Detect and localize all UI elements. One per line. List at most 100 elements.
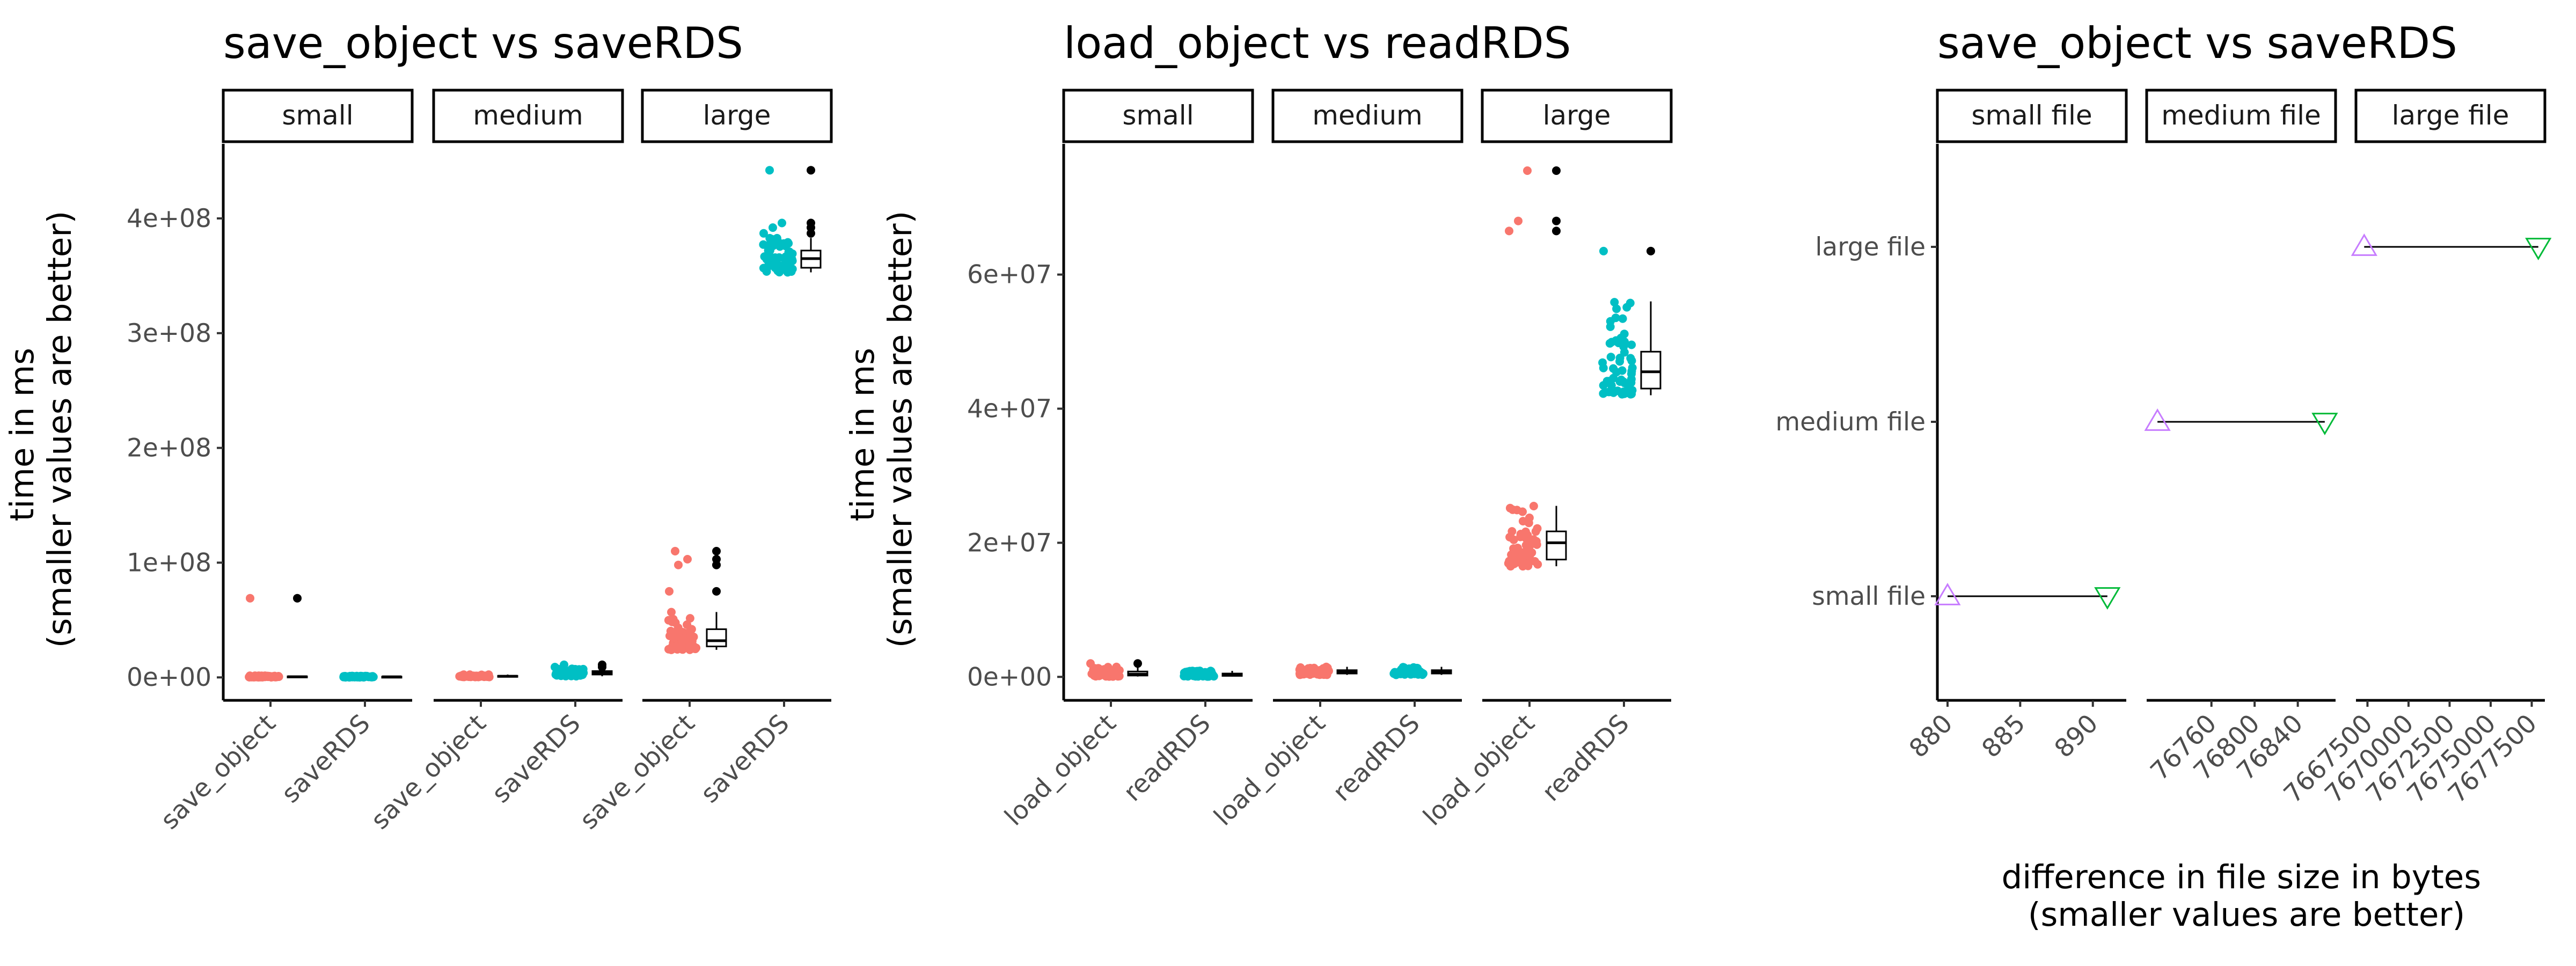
x-axis-title-line: (smaller values are better) xyxy=(2028,896,2465,934)
boxplot-outlier xyxy=(807,166,815,175)
data-point xyxy=(1529,502,1538,510)
data-point xyxy=(1533,524,1542,533)
panel-save-time: save_object vs saveRDS time in ms (small… xyxy=(3,18,833,836)
data-point xyxy=(678,636,687,645)
y-axis-title-line: time in ms xyxy=(844,348,882,521)
data-point xyxy=(1620,378,1629,387)
y-axis-title-line: (smaller values are better) xyxy=(881,211,919,648)
data-point xyxy=(1609,386,1618,395)
x-tick-label: save_object xyxy=(365,709,492,836)
panel-file-size: save_object vs saveRDS difference in fil… xyxy=(1775,18,2552,934)
data-point xyxy=(1623,388,1633,397)
boxplot-outlier xyxy=(293,594,302,603)
panel-load-time: load_object vs readRDS time in ms (small… xyxy=(844,18,1673,832)
data-point xyxy=(668,617,677,626)
data-point xyxy=(1509,544,1518,553)
data-point xyxy=(773,237,782,246)
data-point-outlier xyxy=(665,587,674,596)
data-point-outlier xyxy=(769,223,777,232)
data-point xyxy=(1612,304,1621,313)
boxplot-outlier xyxy=(1552,226,1561,236)
data-point xyxy=(1516,530,1525,539)
data-point-outlier xyxy=(683,555,692,564)
data-point xyxy=(766,238,775,247)
facet-strip-label: small file xyxy=(1971,100,2092,131)
panel-grid: 0e+00 1e+08 2e+08 3e+08 4e+08 small save_objec… xyxy=(127,89,833,836)
data-point xyxy=(771,253,780,262)
data-point xyxy=(466,672,475,681)
data-point xyxy=(667,608,676,617)
data-point xyxy=(1599,389,1608,398)
data-point xyxy=(787,267,796,276)
data-point xyxy=(768,260,777,269)
boxplot-box xyxy=(1546,530,1567,561)
boxplot-outlier xyxy=(807,218,815,228)
facet-strip xyxy=(641,89,833,143)
y-tick-label: 4e+07 xyxy=(967,394,1052,424)
chart-title: save_object vs saveRDS xyxy=(223,18,743,68)
facet-strip xyxy=(432,89,624,143)
boxplot-outlier xyxy=(712,547,721,555)
data-point xyxy=(1598,358,1607,367)
data-point xyxy=(1181,671,1190,680)
data-point xyxy=(1618,366,1627,375)
up-triangle-marker xyxy=(2351,233,2377,256)
chart-title: load_object vs readRDS xyxy=(1064,18,1571,68)
x-tick-label: save_object xyxy=(574,709,701,836)
boxplot-box xyxy=(1640,350,1662,390)
boxplot-outlier xyxy=(1646,246,1655,255)
facet-strip xyxy=(222,89,414,143)
data-point-outlier xyxy=(759,229,768,238)
y-tick-label: large file xyxy=(1815,232,1926,262)
y-tick-label: 1e+08 xyxy=(127,548,211,577)
y-tick-label: small file xyxy=(1812,582,1926,611)
data-point xyxy=(1610,298,1619,307)
data-point xyxy=(1606,317,1615,326)
y-tick-label: medium file xyxy=(1775,407,1926,437)
x-tick-label: load_object xyxy=(1418,709,1541,832)
boxplot-box xyxy=(706,628,727,648)
boxplot-outlier xyxy=(1552,216,1561,225)
x-tick-label: save_object xyxy=(155,709,282,836)
data-point xyxy=(1606,353,1615,362)
data-point-outlier xyxy=(674,560,683,569)
x-axis-title: difference in file size in bytes (smalle… xyxy=(2001,858,2491,934)
data-point-outlier xyxy=(1523,166,1532,175)
data-point xyxy=(1505,503,1514,513)
data-point xyxy=(348,671,357,680)
boxplot-outlier xyxy=(598,660,606,669)
data-point xyxy=(1517,551,1526,560)
x-tick-label: readRDS xyxy=(1327,709,1426,808)
data-point xyxy=(1604,377,1613,386)
data-point xyxy=(1615,357,1624,366)
facet-strip-label: large file xyxy=(2392,100,2509,131)
y-tick-label: 3e+08 xyxy=(127,319,211,348)
data-point-outlier xyxy=(671,547,679,555)
data-point xyxy=(1627,340,1636,349)
x-tick-label: saveRDS xyxy=(486,709,586,809)
y-tick-label: 6e+07 xyxy=(967,260,1052,290)
data-point xyxy=(253,671,262,680)
facet-strip-label: small xyxy=(282,100,353,131)
down-triangle-marker xyxy=(2525,238,2552,260)
data-point xyxy=(268,672,277,681)
data-point xyxy=(1525,513,1534,522)
data-point xyxy=(784,258,793,267)
data-point xyxy=(1609,364,1618,373)
facet-strip-label: medium xyxy=(1312,100,1423,131)
data-point xyxy=(1099,670,1108,679)
x-tick-label: load_object xyxy=(999,709,1122,832)
data-point xyxy=(1533,560,1542,569)
data-point xyxy=(1204,671,1213,680)
data-point xyxy=(1109,667,1117,676)
facet-strip-label: large xyxy=(1543,100,1611,131)
data-point-outlier xyxy=(246,594,254,603)
data-point xyxy=(687,631,696,640)
data-point xyxy=(1622,303,1631,312)
y-tick-label: 0e+00 xyxy=(127,663,211,692)
data-point xyxy=(341,672,350,682)
data-point xyxy=(1524,561,1533,570)
data-point-outlier xyxy=(1086,659,1095,668)
boxplot-outlier xyxy=(712,587,721,596)
